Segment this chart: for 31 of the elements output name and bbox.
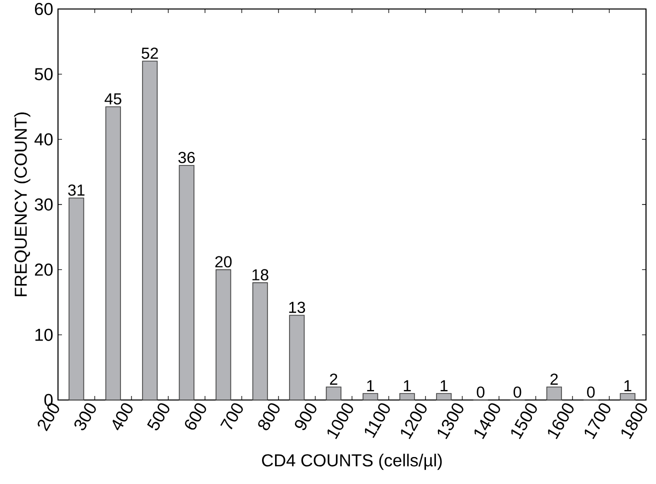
- data-label: 36: [178, 152, 195, 164]
- data-label: 20: [215, 256, 232, 268]
- y-tick-label: 50: [34, 68, 53, 80]
- y-tick-label: 20: [34, 264, 53, 276]
- x-tick-label: 800: [258, 403, 280, 430]
- data-label: 0: [476, 386, 484, 398]
- data-label: 2: [550, 374, 558, 385]
- x-tick-label: 300: [74, 403, 96, 430]
- data-label: 1: [367, 380, 374, 392]
- data-label: 0: [587, 386, 595, 398]
- y-tick-label: 40: [34, 133, 53, 146]
- x-tick-label: 700: [220, 403, 243, 430]
- x-tick-label: 600: [184, 403, 206, 430]
- x-tick-label: 500: [147, 403, 170, 430]
- data-label: 13: [289, 302, 306, 314]
- x-tick-label: 900: [294, 403, 316, 430]
- data-label: 0: [514, 386, 522, 398]
- y-tick-label: 30: [34, 198, 53, 211]
- data-label: 2: [330, 374, 338, 385]
- x-axis-title: CD4 COUNTS (cells/µl): [262, 454, 442, 470]
- data-label: 31: [68, 184, 84, 196]
- y-axis-title: FREQUENCY (COUNT): [14, 112, 30, 296]
- data-label: 1: [404, 380, 411, 392]
- data-label: 45: [104, 93, 122, 104]
- x-tick-label: 400: [112, 403, 133, 430]
- y-tick-label: 60: [34, 2, 53, 16]
- data-label: 52: [142, 48, 158, 59]
- data-label: 18: [252, 269, 268, 280]
- y-tick-label: 10: [35, 328, 53, 341]
- data-label: 1: [440, 380, 448, 392]
- data-label: 1: [624, 380, 632, 392]
